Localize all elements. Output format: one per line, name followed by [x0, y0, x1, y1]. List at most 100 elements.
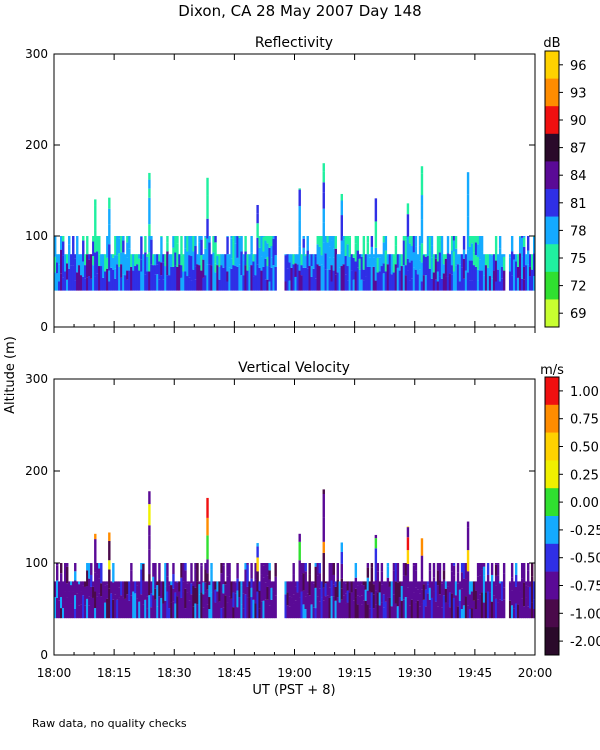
echo-cell [176, 243, 179, 267]
echo-cell [230, 268, 233, 291]
echo-cell [236, 578, 239, 591]
echo-cell [224, 584, 227, 596]
echo-cell [532, 236, 536, 254]
echo-cell [68, 268, 71, 291]
echo-cell [250, 236, 253, 253]
echo-cell [440, 583, 444, 608]
echo-cell [310, 604, 313, 619]
echo-cell [80, 581, 83, 592]
echo-cell [420, 589, 424, 604]
echo-cell [250, 597, 253, 619]
echo-cell [108, 270, 111, 282]
echo-cell [252, 581, 255, 600]
echo-cell [374, 534, 378, 539]
echo-cell [184, 236, 187, 249]
reflectivity-x-ticks [53, 54, 536, 333]
echo-cell [240, 585, 243, 605]
echo-cell [450, 265, 454, 275]
echo-cell [146, 271, 149, 291]
echo-cell [126, 236, 129, 243]
echo-cell [414, 269, 418, 291]
echo-cell [368, 591, 372, 609]
echo-cell [420, 195, 424, 206]
echo-cell [444, 602, 448, 619]
echo-cell [482, 563, 486, 567]
echo-cell [438, 594, 442, 619]
echo-cell [326, 595, 329, 619]
echo-cell [304, 563, 307, 572]
echo-cell [102, 254, 105, 278]
echo-cell [436, 281, 440, 291]
echo-cell [194, 563, 197, 570]
echo-cell [370, 567, 374, 593]
echo-cell [372, 608, 376, 619]
echo-cell [200, 255, 203, 271]
echo-cell [298, 533, 301, 542]
echo-cell [502, 254, 506, 257]
echo-cell [256, 557, 259, 572]
echo-cell [402, 575, 406, 600]
echo-cell [242, 608, 245, 619]
echo-cell [266, 266, 269, 280]
echo-cell [136, 254, 139, 265]
echo-cell [150, 607, 153, 619]
echo-cell [138, 581, 141, 602]
echo-cell [346, 244, 350, 267]
echo-cell [202, 254, 205, 260]
echo-cell [420, 219, 424, 244]
echo-cell [72, 236, 75, 247]
echo-cell [456, 606, 460, 619]
echo-cell [138, 601, 141, 619]
echo-cell [298, 580, 301, 598]
echo-cell [304, 254, 307, 257]
echo-cell [316, 575, 319, 597]
echo-cell [112, 599, 115, 619]
echo-cell [480, 251, 484, 271]
echo-cell [474, 266, 478, 291]
echo-cell [458, 600, 462, 619]
echo-cell [286, 581, 289, 593]
echo-cell [184, 608, 187, 619]
echo-cell [90, 254, 93, 279]
echo-cell [398, 270, 402, 291]
echo-cell [174, 603, 177, 619]
echo-cell [90, 574, 93, 587]
echo-cell [456, 583, 460, 607]
echo-cell [344, 256, 348, 275]
echo-cell [128, 581, 131, 601]
echo-cell [340, 193, 343, 201]
echo-cell [486, 267, 490, 291]
echo-cell [74, 563, 77, 572]
echo-cell [342, 264, 346, 291]
echo-cell [484, 581, 488, 593]
echo-cell [60, 249, 63, 274]
echo-cell [298, 205, 301, 221]
echo-cell [164, 254, 167, 267]
echo-cell [258, 608, 261, 619]
echo-cell [176, 266, 179, 291]
echo-cell [128, 600, 131, 619]
echo-cell [156, 585, 159, 607]
echo-cell [522, 606, 526, 619]
echo-cell [172, 574, 175, 589]
echo-cell [520, 563, 524, 579]
echo-cell [84, 254, 87, 266]
echo-cell [124, 275, 127, 291]
echo-cell [108, 588, 111, 609]
echo-cell [422, 255, 426, 276]
echo-cell [138, 254, 141, 259]
echo-cell [284, 281, 287, 291]
echo-cell [522, 563, 526, 583]
echo-cell [494, 598, 498, 619]
echo-cell [386, 566, 390, 578]
echo-cell [206, 604, 209, 619]
echo-cell [236, 563, 239, 564]
echo-cell [392, 594, 396, 619]
echo-cell [182, 271, 185, 291]
echo-cell [104, 602, 107, 619]
echo-cell [498, 281, 502, 291]
echo-cell [88, 605, 91, 619]
echo-cell [476, 280, 480, 291]
echo-cell [328, 587, 331, 598]
echo-cell [518, 591, 522, 619]
